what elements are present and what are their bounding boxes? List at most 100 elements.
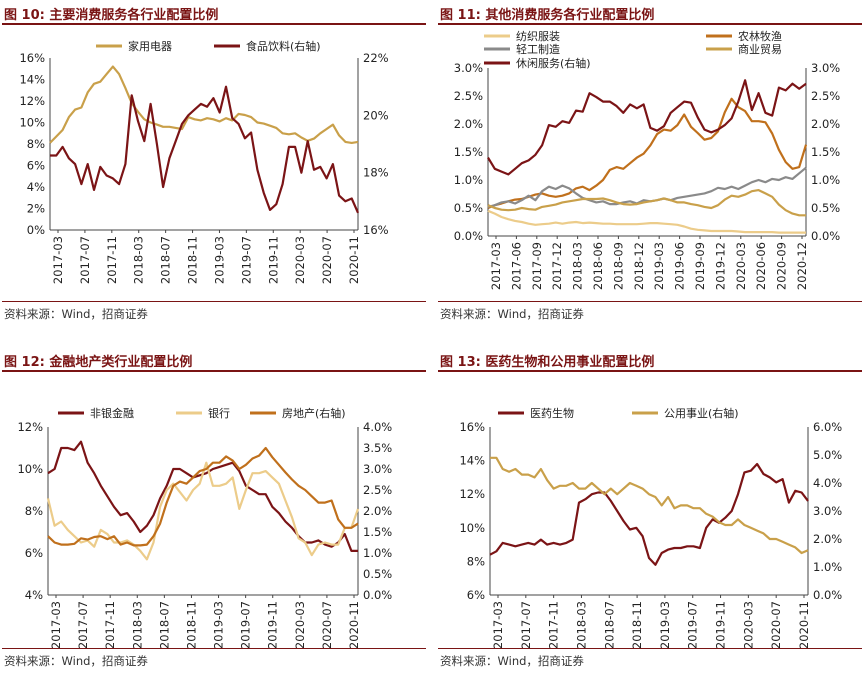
x-tick-label: 2017-11 — [547, 601, 561, 649]
chart-11-svg: 0.0% 0.5% 1.0% 1.5% 2.0% 2.5% 3.0% 0.0% 0.5% 1.0%… — [454, 29, 841, 290]
series-line-2 — [46, 461, 360, 561]
y-right-tick-label: 16% — [363, 223, 389, 237]
chart-panel-13: 图 13: 医药生物和公用事业配置比例 6% 8% 10% 12% 14% 16% 0.0%… — [436, 347, 864, 694]
y-left-tick-label: 1.0% — [454, 173, 483, 187]
y-right-tick-label: 0.0% — [813, 588, 842, 602]
chart-panel-11: 图 11: 其他消费服务各行业配置比例 0.0% 0.5% 1.0% 1.5% 2.0%… — [436, 0, 864, 347]
x-tick-label: 2018-06 — [591, 242, 605, 290]
y-right-tick-label: 22% — [363, 51, 389, 65]
y-left-tick-label: 10% — [17, 462, 43, 476]
y-right-tick-label: 3.0% — [811, 61, 840, 75]
x-tick-label: 2017-03 — [51, 236, 65, 284]
y-left-tick-label: 12% — [459, 487, 485, 501]
y-right-tick-label: 2.5% — [811, 89, 840, 103]
y-left-tick-label: 4% — [27, 180, 45, 194]
x-tick-label: 2018-03 — [132, 236, 146, 284]
y-left-tick-label: 6% — [25, 546, 43, 560]
x-tick-label: 2020-07 — [769, 601, 783, 649]
y-right-tick-label: 0.5% — [811, 201, 840, 215]
y-right-tick-label: 1.0% — [811, 173, 840, 187]
y-left-tick-label: 6% — [27, 159, 45, 173]
chart-panel-10: 图 10: 主要消费服务各行业配置比例 0% 2% 4% 6% 8% 10% 12% 14% 1… — [0, 0, 428, 347]
y-right-tick-label: 0.0% — [811, 229, 840, 243]
y-left-tick-label: 16% — [19, 51, 45, 65]
x-tick-label: 2018-03 — [571, 242, 585, 290]
title-rule — [438, 370, 862, 372]
x-tick-label: 2017-07 — [76, 601, 90, 649]
x-tick-label: 2017-09 — [530, 242, 544, 290]
legend-label: 房地产(右轴) — [282, 406, 346, 420]
series-line-1 — [49, 65, 359, 145]
x-tick-label: 2019-07 — [686, 601, 700, 649]
series-line-2 — [50, 85, 360, 214]
y-left-tick-label: 12% — [17, 420, 43, 434]
y-left-tick-label: 8% — [25, 504, 43, 518]
y-left-tick-label: 12% — [19, 94, 45, 108]
x-tick-label: 2018-12 — [632, 242, 646, 290]
x-tick-label: 2017-12 — [550, 242, 564, 290]
x-tick-label: 2019-03 — [212, 601, 226, 649]
source-rule — [2, 648, 426, 649]
y-right-tick-label: 1.0% — [363, 546, 392, 560]
y-right-tick-label: 4.0% — [363, 420, 392, 434]
x-tick-label: 2019-03 — [212, 236, 226, 284]
x-tick-label: 2019-07 — [239, 236, 253, 284]
title-rule — [438, 23, 862, 25]
x-tick-label: 2019-11 — [714, 601, 728, 649]
x-tick-label: 2020-11 — [797, 601, 811, 649]
series-line-3 — [47, 446, 359, 547]
y-left-tick-label: 0% — [27, 223, 45, 237]
x-tick-label: 2018-07 — [602, 601, 616, 649]
x-tick-label: 2020-06 — [754, 242, 768, 290]
source-rule — [438, 648, 862, 649]
chart-title-12: 图 12: 金融地产类行业配置比例 — [4, 355, 193, 370]
title-rule — [2, 370, 426, 372]
series-line-2 — [490, 456, 809, 555]
source-note: 资料来源：Wind，招商证券 — [4, 654, 148, 668]
legend-label: 商业贸易 — [738, 42, 782, 56]
x-tick-label: 2017-11 — [103, 601, 117, 649]
y-left-tick-label: 0.5% — [454, 201, 483, 215]
legend-label: 休闲服务(右轴) — [516, 56, 591, 70]
legend-label: 轻工制造 — [516, 42, 560, 56]
y-right-tick-label: 1.0% — [813, 560, 842, 574]
x-tick-label: 2019-11 — [266, 236, 280, 284]
x-tick-label: 2017-07 — [519, 601, 533, 649]
y-right-tick-label: 2.0% — [813, 532, 842, 546]
x-tick-label: 2018-11 — [630, 601, 644, 649]
y-right-tick-label: 1.5% — [811, 145, 840, 159]
y-right-tick-label: 2.0% — [811, 117, 840, 131]
chart-title-11: 图 11: 其他消费服务各行业配置比例 — [440, 8, 655, 23]
x-tick-label: 2019-03 — [658, 601, 672, 649]
series-line-4 — [487, 189, 806, 217]
legend-label: 公用事业(右轴) — [664, 406, 739, 420]
series-line-1 — [489, 462, 809, 566]
y-left-tick-label: 4% — [25, 588, 43, 602]
source-rule — [2, 301, 426, 302]
source-note: 资料来源：Wind，招商证券 — [440, 307, 584, 321]
y-right-tick-label: 4.0% — [813, 476, 842, 490]
x-tick-label: 2019-03 — [652, 242, 666, 290]
x-tick-label: 2017-06 — [509, 242, 523, 290]
y-right-tick-label: 2.5% — [363, 483, 392, 497]
x-tick-label: 2018-03 — [130, 601, 144, 649]
x-tick-label: 2020-12 — [795, 242, 809, 290]
x-tick-label: 2019-07 — [239, 601, 253, 649]
x-tick-label: 2017-03 — [489, 242, 503, 290]
y-right-tick-label: 5.0% — [813, 448, 842, 462]
legend-label: 医药生物 — [530, 406, 574, 420]
x-tick-label: 2019-12 — [713, 242, 727, 290]
chart-title-13: 图 13: 医药生物和公用事业配置比例 — [440, 355, 655, 370]
y-left-tick-label: 6% — [467, 588, 485, 602]
legend-label: 非银金融 — [90, 406, 134, 420]
y-left-tick-label: 10% — [459, 521, 485, 535]
x-tick-label: 2019-06 — [673, 242, 687, 290]
y-right-tick-label: 3.0% — [363, 462, 392, 476]
x-tick-label: 2020-03 — [293, 236, 307, 284]
y-right-tick-label: 20% — [363, 108, 389, 122]
x-tick-label: 2020-03 — [293, 601, 307, 649]
x-tick-label: 2019-11 — [266, 601, 280, 649]
y-left-tick-label: 1.5% — [454, 145, 483, 159]
x-tick-label: 2018-07 — [157, 601, 171, 649]
legend-label: 农林牧渔 — [738, 29, 782, 43]
